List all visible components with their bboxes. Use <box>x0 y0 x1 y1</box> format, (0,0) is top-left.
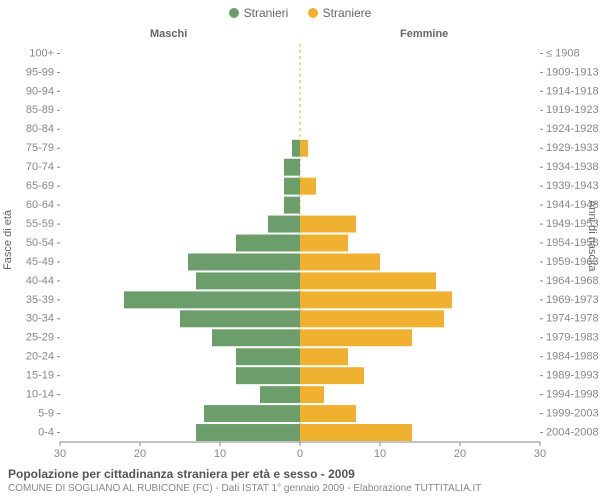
svg-text:20-24: 20-24 <box>26 351 54 363</box>
svg-text:70-74: 70-74 <box>26 161 54 173</box>
svg-text:1914-1918: 1914-1918 <box>546 85 599 97</box>
svg-text:≤ 1908: ≤ 1908 <box>546 47 580 59</box>
svg-text:20: 20 <box>454 448 466 460</box>
svg-text:30: 30 <box>534 448 546 460</box>
svg-text:60-64: 60-64 <box>26 199 54 211</box>
svg-text:5-9: 5-9 <box>38 407 54 419</box>
svg-text:1974-1978: 1974-1978 <box>546 313 599 325</box>
svg-text:1954-1958: 1954-1958 <box>546 237 599 249</box>
svg-text:1979-1983: 1979-1983 <box>546 332 599 344</box>
svg-text:2004-2008: 2004-2008 <box>546 426 599 438</box>
svg-text:20: 20 <box>134 448 146 460</box>
svg-text:10: 10 <box>374 448 386 460</box>
svg-text:1969-1973: 1969-1973 <box>546 294 599 306</box>
svg-text:1999-2003: 1999-2003 <box>546 407 599 419</box>
svg-text:1929-1933: 1929-1933 <box>546 142 599 154</box>
svg-text:95-99: 95-99 <box>26 66 54 78</box>
svg-text:1924-1928: 1924-1928 <box>546 123 599 135</box>
svg-text:65-69: 65-69 <box>26 180 54 192</box>
svg-text:1939-1943: 1939-1943 <box>546 180 599 192</box>
svg-text:25-29: 25-29 <box>26 332 54 344</box>
footer: Popolazione per cittadinanza straniera p… <box>8 467 592 494</box>
svg-text:55-59: 55-59 <box>26 218 54 230</box>
chart-container: Stranieri Straniere Maschi Femmine Fasce… <box>0 0 600 500</box>
svg-text:1959-1963: 1959-1963 <box>546 256 599 268</box>
pyramid-plot: 100+ ≤ 1908 95-99 1909-1913 90-94 1914-1918 85… <box>0 0 600 470</box>
svg-text:75-79: 75-79 <box>26 142 54 154</box>
svg-text:0-4: 0-4 <box>38 426 54 438</box>
svg-text:1964-1968: 1964-1968 <box>546 275 599 287</box>
svg-text:0: 0 <box>297 448 303 460</box>
svg-text:15-19: 15-19 <box>26 370 54 382</box>
svg-text:35-39: 35-39 <box>26 294 54 306</box>
footer-subtitle: COMUNE DI SOGLIANO AL RUBICONE (FC) - Da… <box>8 483 592 494</box>
svg-text:1934-1938: 1934-1938 <box>546 161 599 173</box>
svg-text:10-14: 10-14 <box>26 389 54 401</box>
svg-text:1949-1953: 1949-1953 <box>546 218 599 230</box>
svg-text:1909-1913: 1909-1913 <box>546 66 599 78</box>
svg-text:50-54: 50-54 <box>26 237 54 249</box>
svg-text:1994-1998: 1994-1998 <box>546 389 599 401</box>
svg-text:45-49: 45-49 <box>26 256 54 268</box>
svg-text:1944-1948: 1944-1948 <box>546 199 599 211</box>
svg-text:1989-1993: 1989-1993 <box>546 370 599 382</box>
svg-text:1984-1988: 1984-1988 <box>546 351 599 363</box>
svg-text:30-34: 30-34 <box>26 313 54 325</box>
svg-text:80-84: 80-84 <box>26 123 54 135</box>
svg-text:90-94: 90-94 <box>26 85 54 97</box>
svg-text:100+: 100+ <box>29 47 54 59</box>
svg-text:40-44: 40-44 <box>26 275 54 287</box>
svg-text:30: 30 <box>54 448 66 460</box>
svg-text:1919-1923: 1919-1923 <box>546 104 599 116</box>
footer-title: Popolazione per cittadinanza straniera p… <box>8 467 592 481</box>
svg-text:10: 10 <box>214 448 226 460</box>
svg-text:85-89: 85-89 <box>26 104 54 116</box>
